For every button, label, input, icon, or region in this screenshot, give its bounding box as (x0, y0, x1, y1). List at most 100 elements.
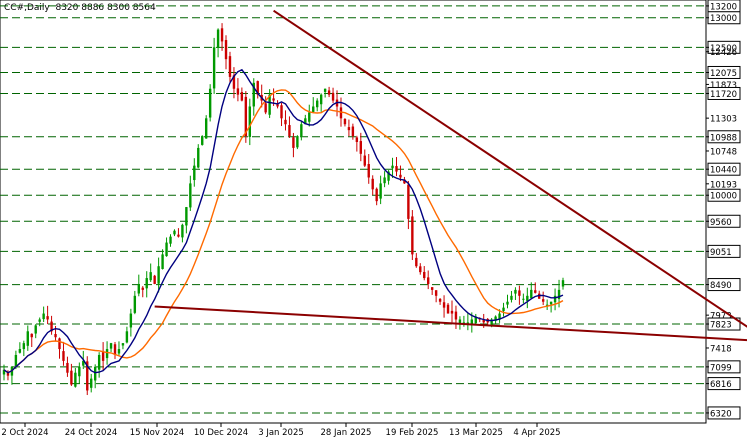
candle-body (201, 136, 204, 145)
candle-body (86, 361, 89, 391)
x-tick-label: 24 Oct 2024 (65, 428, 118, 438)
candle-body (70, 370, 73, 385)
candle-body (22, 343, 26, 350)
moving-average-line (3, 89, 564, 374)
candle-body (105, 349, 109, 359)
candle-body (403, 179, 406, 184)
candle-body (355, 137, 359, 142)
candle-body (399, 174, 402, 178)
candle-body (319, 94, 323, 105)
candle-body (18, 349, 22, 353)
candle-body (534, 290, 537, 293)
candle-body (526, 295, 529, 301)
chart-header: CC#,Daily 8320 8886 8300 8564 (4, 3, 156, 13)
y-tick-label: 10988 (710, 133, 737, 143)
candle-body (292, 137, 295, 148)
candle-body (54, 334, 57, 338)
candle-body (502, 307, 505, 312)
candle-body (450, 310, 454, 314)
x-tick-label: 10 Dec 2024 (194, 428, 248, 438)
chart-symbol: CC#,Daily (4, 3, 50, 13)
candle-body (530, 289, 533, 299)
y-tick-label: 13200 (710, 2, 737, 12)
candle-body (252, 82, 255, 107)
candle-body (288, 125, 291, 137)
y-tick-label: 11303 (710, 115, 737, 125)
candle-body (14, 354, 18, 367)
plot-frame (0, 0, 707, 424)
candle-body (315, 100, 319, 108)
candle-body (185, 207, 188, 226)
candle-body (545, 304, 549, 306)
candle-body (197, 147, 200, 168)
candle-body (323, 88, 327, 92)
candle-body (561, 280, 565, 287)
candle-body (427, 277, 430, 284)
candle-body (109, 343, 113, 349)
candle-body (42, 313, 45, 320)
candle-body (224, 40, 228, 60)
candle-body (343, 119, 347, 125)
candle-body (212, 47, 216, 89)
candle-body (383, 177, 386, 184)
candle-body (522, 298, 525, 300)
candle-body (93, 366, 97, 381)
trendline (154, 305, 747, 342)
candle-body (391, 165, 394, 169)
candle-body (157, 266, 160, 284)
candle-body (387, 171, 390, 181)
candle-body (2, 369, 6, 375)
candle-body (415, 257, 418, 267)
candle-body (208, 88, 212, 118)
candle-body (256, 81, 259, 95)
candle-body (62, 351, 65, 361)
candle-body (244, 96, 248, 137)
trendline (273, 9, 747, 328)
y-tick-label: 12075 (710, 69, 737, 79)
candle-body (101, 352, 105, 361)
candle-body (466, 322, 470, 324)
candle-body (153, 275, 156, 284)
candle-body (339, 107, 343, 119)
candle-body (232, 75, 236, 89)
candle-body (276, 104, 279, 107)
candle-body (557, 289, 561, 300)
candle-body (264, 103, 267, 113)
candle-body (494, 316, 497, 321)
y-tick-label: 9051 (710, 248, 732, 258)
candle-body (149, 272, 152, 281)
candle-body (173, 230, 176, 235)
candle-body (46, 316, 49, 320)
candle-body (553, 295, 557, 303)
candle-body (419, 266, 422, 273)
candle-body (6, 372, 10, 376)
candle-body (181, 224, 184, 238)
candle-body (129, 313, 133, 328)
x-tick-label: 28 Jan 2025 (321, 428, 372, 438)
y-tick-label: 6816 (710, 380, 732, 390)
x-tick-label: 2 Oct 2024 (1, 428, 48, 438)
candle-body (308, 112, 311, 122)
candle-body (474, 316, 477, 324)
chart-ohlc: 8320 8886 8300 8564 (55, 3, 156, 13)
candle-body (518, 290, 521, 296)
y-tick-label: 7099 (710, 363, 732, 373)
candle-body (177, 234, 180, 237)
x-tick-label: 3 Jan 2025 (258, 428, 304, 438)
y-tick-label: 10440 (710, 166, 737, 176)
candle-body (462, 322, 466, 324)
candle-body (50, 321, 53, 332)
candle-body (549, 301, 553, 305)
candle-body (228, 56, 232, 77)
candle-body (331, 92, 335, 101)
candle-body (216, 29, 220, 48)
candle-body (296, 136, 299, 148)
candle-body (490, 319, 493, 326)
candle-body (506, 301, 509, 305)
candle-body (371, 178, 374, 190)
candle-body (312, 106, 315, 112)
y-tick-label: 11720 (710, 90, 737, 100)
candle-body (145, 278, 148, 289)
y-tick-label: 10748 (710, 147, 737, 157)
moving-average-line (3, 68, 564, 374)
